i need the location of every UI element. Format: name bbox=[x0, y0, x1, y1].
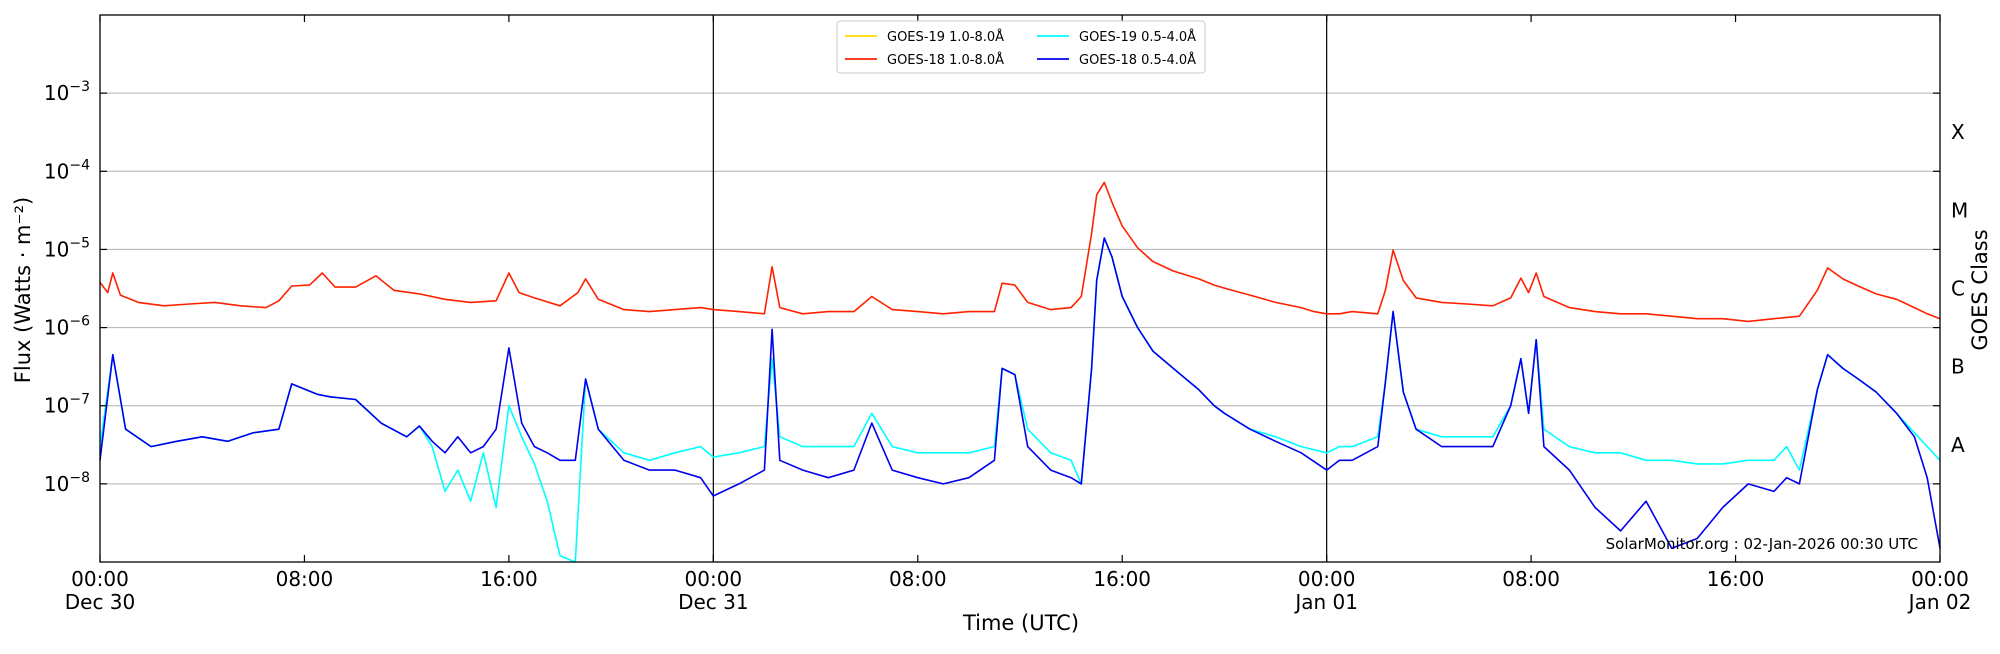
x-tick-time-label: 08:00 bbox=[1502, 567, 1560, 591]
legend-label: GOES-18 1.0-8.0Å bbox=[887, 52, 1004, 68]
y-axis-ticks: 10−8 10−7 10−6 10−5 10−4 10−3 bbox=[44, 79, 1940, 496]
y-tick-label: 10−7 bbox=[44, 392, 90, 418]
legend-label: GOES-19 1.0-8.0Å bbox=[887, 29, 1004, 45]
goes-class-label: B bbox=[1951, 355, 1965, 379]
legend: GOES-19 1.0-8.0Å GOES-18 1.0-8.0Å GOES-19 … bbox=[836, 20, 1206, 74]
y-tick-label: 10−6 bbox=[44, 314, 90, 340]
legend-box bbox=[836, 20, 1206, 74]
x-axis-title: Time (UTC) bbox=[962, 611, 1079, 635]
goes-class-label: M bbox=[1951, 198, 1968, 222]
x-tick-date-label: Jan 01 bbox=[1293, 590, 1358, 614]
y-tick-label: 10−5 bbox=[44, 235, 90, 261]
legend-items: GOES-19 1.0-8.0Å GOES-18 1.0-8.0Å GOES-19 … bbox=[845, 29, 1196, 68]
x-tick-time-label: 00:00 bbox=[1911, 567, 1969, 591]
series-lines bbox=[99, 181, 1941, 563]
series-line-goes-18-1-0-8-0- bbox=[99, 181, 1941, 323]
x-tick-time-label: 08:00 bbox=[276, 567, 334, 591]
y-tick-label: 10−8 bbox=[44, 470, 90, 496]
plot-frame bbox=[99, 14, 1941, 563]
y-tick-label: 10−3 bbox=[44, 79, 90, 105]
series-line-goes-19-0-5-4-0- bbox=[99, 237, 1941, 563]
x-tick-date-label: Dec 30 bbox=[65, 590, 136, 614]
goes-class-label: X bbox=[1951, 120, 1965, 144]
x-tick-time-label: 00:00 bbox=[1298, 567, 1356, 591]
x-tick-time-label: 08:00 bbox=[889, 567, 947, 591]
legend-label: GOES-18 0.5-4.0Å bbox=[1079, 52, 1196, 68]
x-tick-date-label: Jan 02 bbox=[1907, 590, 1972, 614]
goes-class-label: A bbox=[1951, 433, 1965, 457]
grid-lines bbox=[100, 92, 1940, 485]
x-tick-time-label: 16:00 bbox=[1707, 567, 1765, 591]
legend-label: GOES-19 0.5-4.0Å bbox=[1079, 29, 1196, 45]
x-tick-time-label: 00:00 bbox=[71, 567, 129, 591]
series-line-goes-18-0-5-4-0- bbox=[99, 237, 1941, 549]
right-axis-title: GOES Class bbox=[1968, 229, 1992, 350]
x-tick-date-label: Dec 31 bbox=[678, 590, 749, 614]
goes-class-label: C bbox=[1951, 277, 1965, 301]
x-tick-time-label: 00:00 bbox=[685, 567, 743, 591]
y-axis-title: Flux (Watts · m⁻²) bbox=[11, 197, 35, 383]
y-tick-label: 10−4 bbox=[44, 157, 90, 183]
x-tick-time-label: 16:00 bbox=[480, 567, 538, 591]
credit-text: SolarMonitor.org : 02-Jan-2026 00:30 UTC bbox=[1606, 535, 1918, 553]
day-boundaries bbox=[712, 15, 1328, 562]
goes-class-labels: A B C M X bbox=[1951, 120, 1968, 457]
x-tick-time-label: 16:00 bbox=[1093, 567, 1151, 591]
